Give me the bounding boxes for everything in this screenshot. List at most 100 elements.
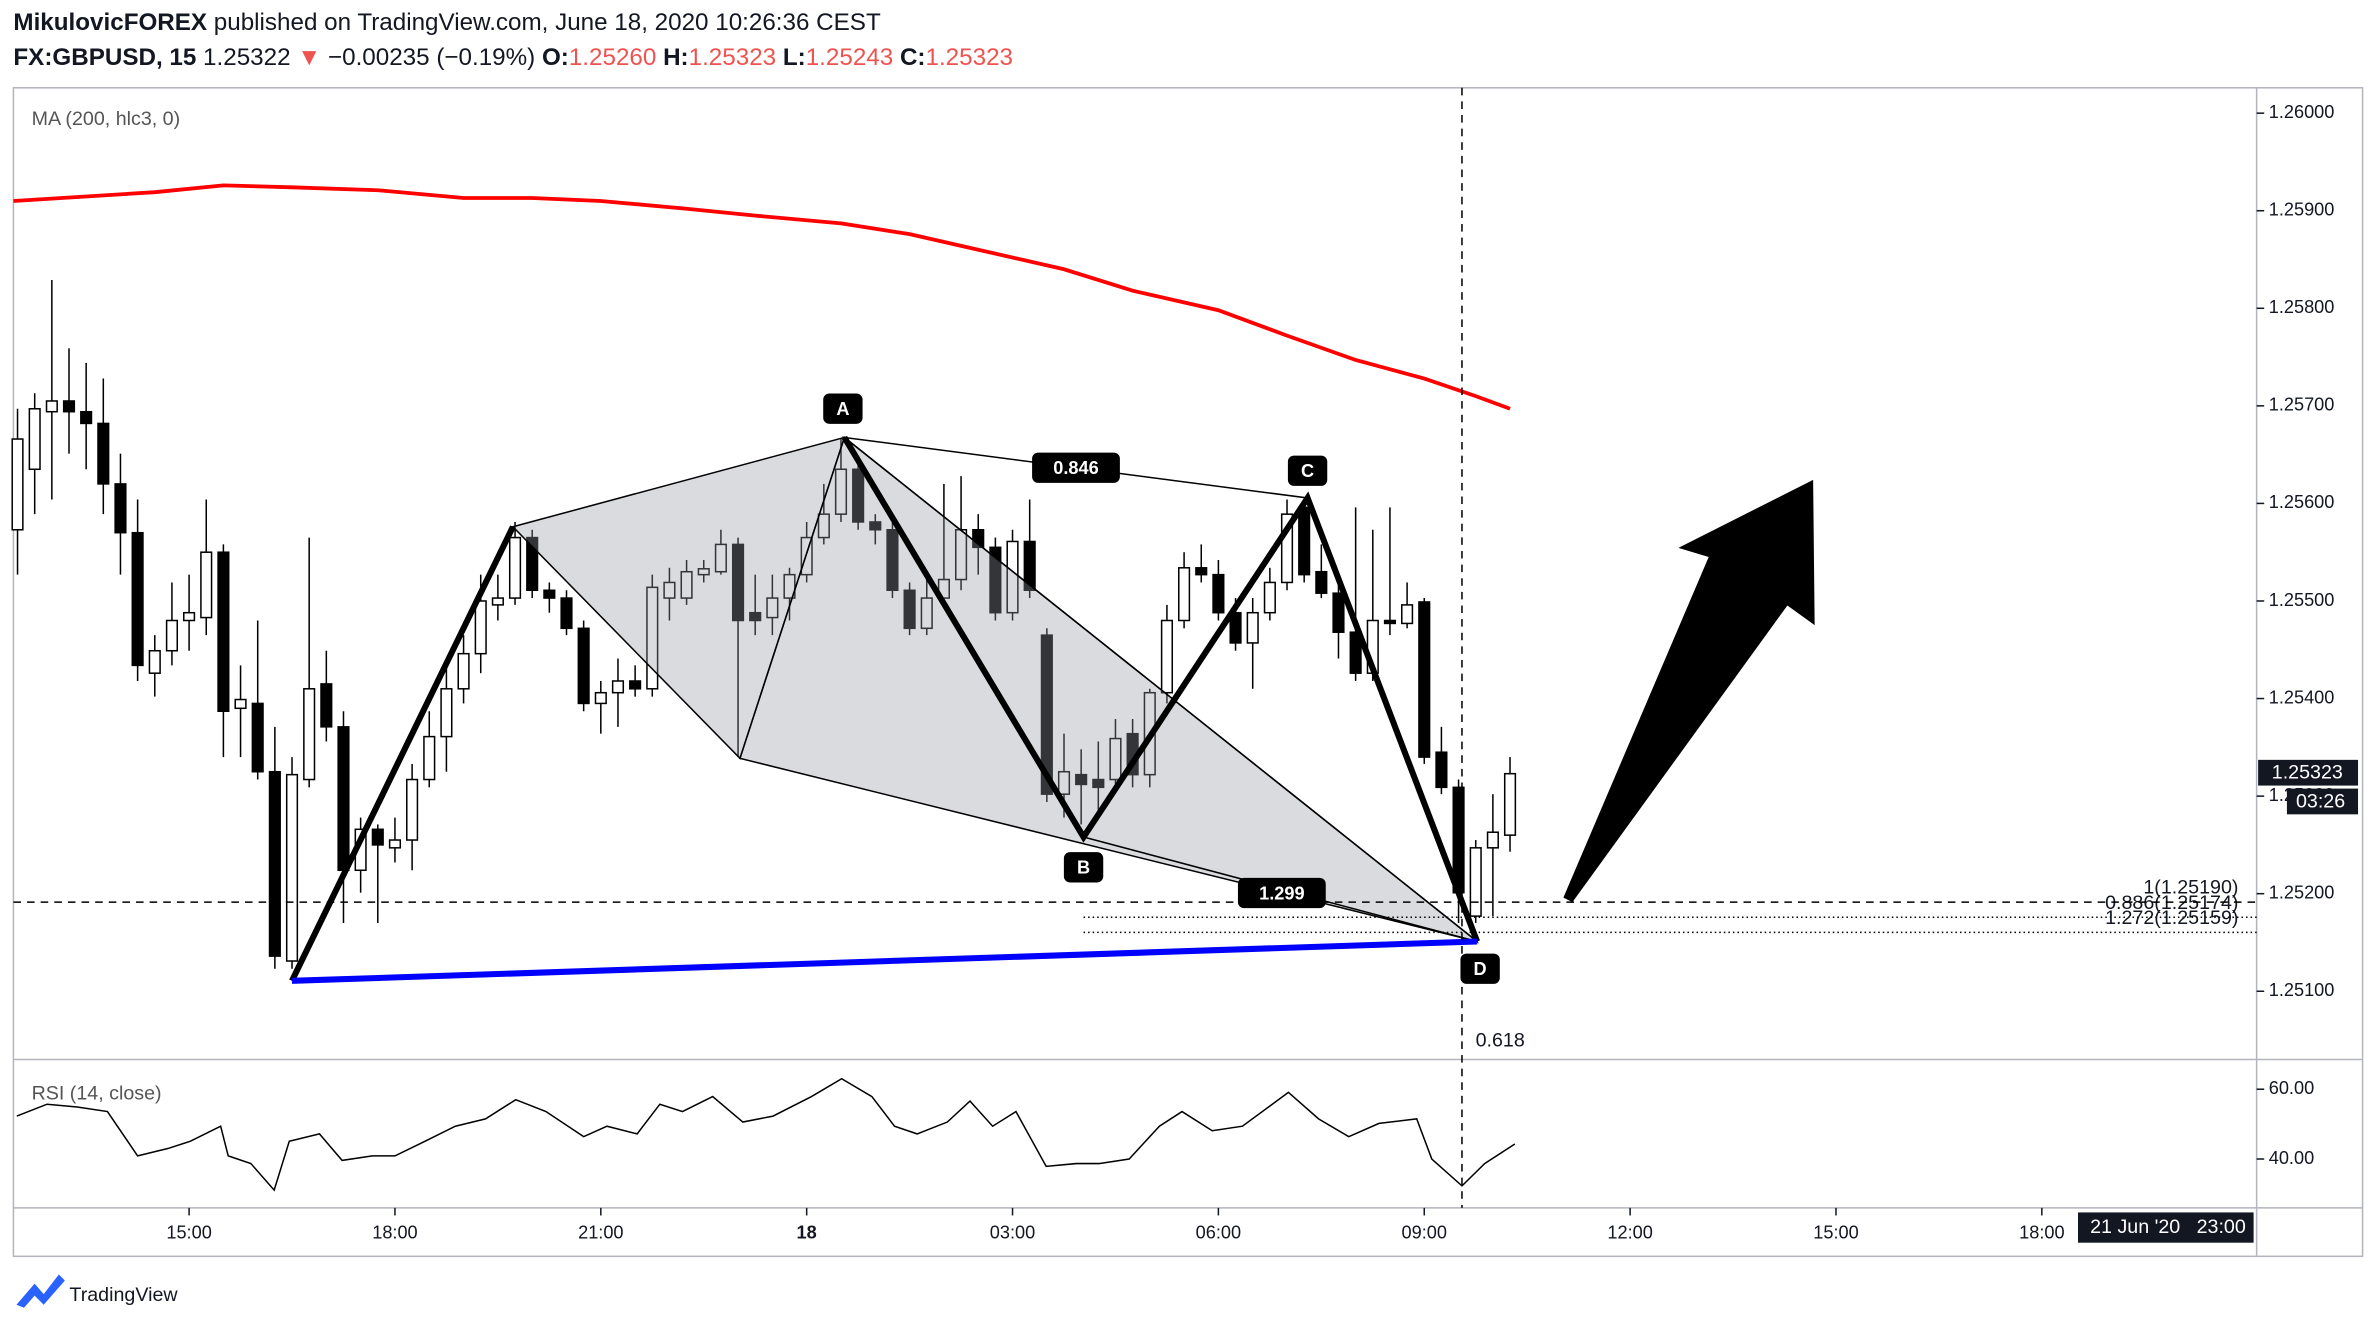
published: published on TradingView.com, June 18, 2…	[207, 10, 881, 37]
point-label: C	[1301, 461, 1314, 481]
point-label: B	[1077, 858, 1090, 878]
candle-body	[440, 688, 453, 738]
candle-body	[749, 611, 762, 622]
candle-body	[594, 691, 607, 705]
candle-body	[646, 586, 659, 690]
candle-body	[680, 570, 693, 599]
countdown-label: 03:26	[2296, 790, 2345, 812]
candle-body	[1486, 831, 1499, 849]
candle-body	[852, 468, 865, 523]
pattern-leg	[289, 525, 516, 983]
candle-body	[457, 652, 470, 690]
candle-body	[543, 589, 556, 599]
logo-icon	[16, 1274, 65, 1308]
ohlc-label: H:	[663, 44, 689, 71]
candle-body	[148, 649, 161, 674]
candle-body	[1435, 751, 1448, 789]
harmonic-pattern: A B C D 0.846 1.299 0.618 1(1.25190) 0.8…	[13, 87, 2257, 1208]
x-tick-label: 18:00	[2019, 1222, 2064, 1242]
candle-body	[629, 680, 642, 690]
candle-body	[320, 683, 333, 728]
candle-body	[1418, 601, 1431, 758]
candle-body	[1195, 567, 1208, 576]
candle-body	[165, 619, 179, 652]
candle-body	[251, 702, 264, 773]
ratio-label: 1.299	[1259, 883, 1304, 903]
x-tick-label: 18:00	[372, 1222, 417, 1242]
candle-body	[1349, 631, 1362, 674]
author: MikulovicFOREX	[13, 10, 207, 37]
ratio-box	[1032, 452, 1120, 483]
candle-body	[972, 529, 985, 549]
ohlc-value: 1.25323	[689, 44, 777, 71]
frame	[12, 87, 2364, 1258]
candle-body	[1160, 619, 1174, 694]
candle-body	[1315, 570, 1328, 594]
candle-body	[663, 581, 676, 599]
candle-body	[423, 735, 436, 781]
candle-body	[1280, 513, 1294, 584]
candle-body	[508, 536, 522, 599]
candle-body	[28, 408, 41, 471]
candle-body	[200, 551, 213, 619]
candle-body	[611, 680, 625, 694]
candle-body	[62, 400, 76, 413]
change: −0.00235 (−0.19%)	[328, 44, 535, 71]
y-tick-label: 1.25800	[2269, 297, 2335, 317]
point-box	[1287, 455, 1328, 486]
ohlc-label: O:	[542, 44, 569, 71]
x-tick-label: 12:00	[1607, 1222, 1652, 1242]
y-tick-label: 1.25500	[2269, 590, 2335, 610]
candle-body	[80, 410, 93, 425]
y-tick-label: 40.00	[2269, 1148, 2314, 1168]
x-tick-label: 06:00	[1196, 1222, 1241, 1242]
ohlc-label: L:	[783, 44, 806, 71]
candle-body	[285, 773, 299, 962]
x-tick-label: 18	[797, 1222, 817, 1242]
candle-body	[371, 828, 384, 846]
candle-body	[1229, 611, 1242, 644]
candle-body	[800, 536, 813, 576]
candle-body	[406, 778, 419, 841]
candle-body	[474, 600, 487, 655]
y-tick-label: 60.00	[2269, 1078, 2314, 1098]
candle-body	[1246, 611, 1259, 644]
y-tick-label: 1.25100	[2269, 980, 2335, 1000]
candle-body	[1263, 581, 1276, 614]
arrow	[1563, 479, 1815, 903]
candle-body	[1092, 778, 1105, 789]
support-line	[291, 938, 1478, 984]
candle-body	[560, 597, 573, 630]
candle-body	[217, 551, 230, 712]
candle-body	[1006, 540, 1019, 614]
rsi-legend: RSI (14, close)	[32, 1083, 162, 1105]
ma-legend: MA (200, hlc3, 0)	[32, 108, 181, 130]
candle-body	[337, 726, 350, 872]
candle-body	[526, 536, 539, 592]
candle-body	[834, 468, 848, 515]
x-tick-label: 03:00	[990, 1222, 1035, 1242]
last-price: 1.25322	[203, 44, 291, 71]
point-box	[1460, 953, 1500, 984]
price-tag-label: 1.25323	[2272, 762, 2343, 784]
candle-body	[1332, 592, 1345, 633]
rsi-line	[16, 1077, 1516, 1192]
y-tick-label: 1.25900	[2269, 200, 2335, 220]
candle-body	[577, 627, 590, 705]
x-tick-label: 09:00	[1402, 1222, 1447, 1242]
ohlc-value: 1.25323	[926, 44, 1014, 71]
candle-body	[1040, 634, 1053, 795]
y-tick-label: 1.25700	[2269, 395, 2335, 415]
candle-body	[268, 770, 281, 957]
candle-body	[1075, 773, 1088, 786]
fib-label: 1(1.25190)	[2143, 877, 2238, 899]
candle-body	[714, 543, 727, 573]
header-line: MikulovicFOREX published on TradingView.…	[13, 10, 881, 37]
candle-body	[45, 400, 58, 413]
candle-body	[989, 546, 1002, 614]
candle-body	[1503, 772, 1517, 836]
candle-body	[183, 611, 196, 622]
time-tag-label: 21 Jun '20 23:00	[2090, 1216, 2246, 1238]
x-tick-label: 21:00	[578, 1222, 623, 1242]
